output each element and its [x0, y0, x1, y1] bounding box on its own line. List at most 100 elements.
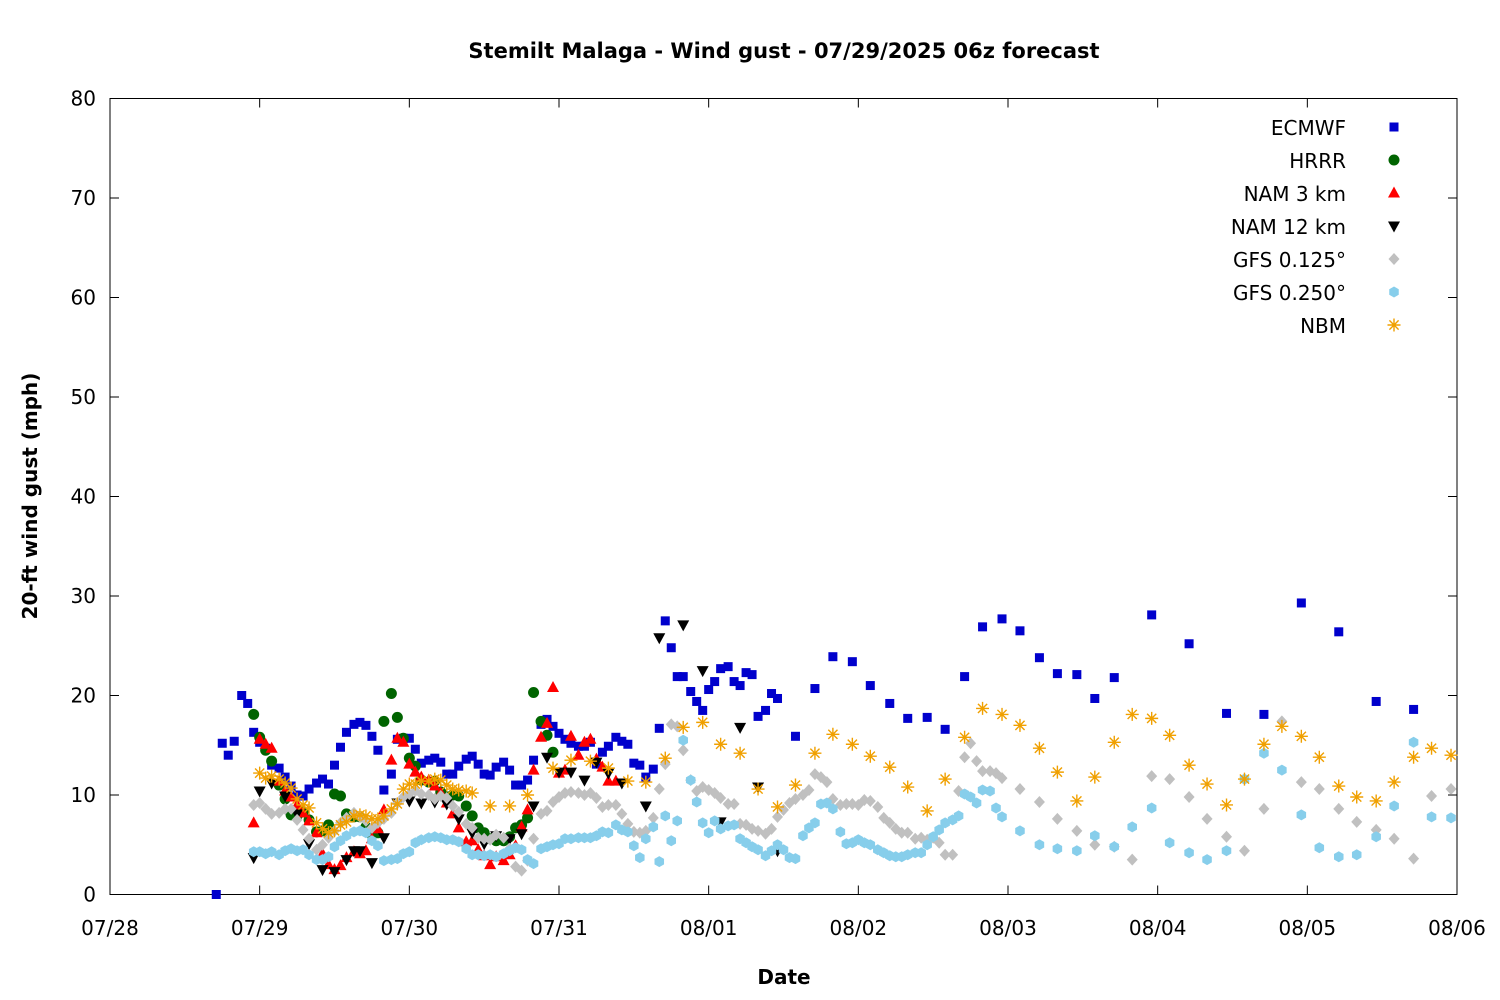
data-point — [1127, 821, 1137, 833]
data-point — [1408, 852, 1420, 865]
data-point — [741, 668, 751, 678]
data-point — [249, 727, 259, 737]
data-point — [590, 791, 602, 804]
data-point — [316, 822, 330, 836]
data-point — [211, 890, 221, 899]
data-point — [863, 749, 877, 763]
data-point — [323, 851, 334, 863]
data-point — [361, 827, 371, 839]
data-point — [522, 812, 534, 824]
data-point — [1334, 627, 1344, 637]
data-point — [333, 818, 347, 832]
data-point — [672, 815, 682, 827]
data-point — [938, 772, 952, 786]
data-point — [237, 691, 247, 700]
data-point — [452, 783, 466, 797]
data-point — [978, 622, 988, 632]
data-point — [564, 729, 577, 741]
data-point — [751, 782, 765, 796]
data-point — [515, 820, 528, 832]
series-ecmwf — [211, 598, 1419, 899]
data-point — [339, 815, 353, 829]
data-point — [253, 732, 266, 744]
data-point — [1202, 854, 1212, 866]
data-point — [390, 797, 404, 811]
data-point — [573, 741, 583, 751]
data-point — [698, 705, 708, 715]
data-point — [217, 738, 227, 748]
data-point — [430, 753, 440, 763]
data-point — [272, 772, 286, 786]
data-point — [1371, 696, 1381, 706]
data-point — [340, 855, 353, 867]
data-point — [578, 735, 591, 747]
data-point — [564, 753, 578, 767]
data-point — [367, 731, 377, 741]
y-tick-label: 10 — [71, 783, 96, 807]
data-point — [1164, 837, 1175, 849]
y-tick-label: 30 — [71, 584, 96, 608]
data-point — [1351, 849, 1362, 861]
data-point — [885, 698, 895, 708]
data-point — [1259, 709, 1269, 719]
data-point — [298, 791, 308, 801]
data-point — [714, 737, 728, 751]
x-tick-label: 07/28 — [81, 916, 139, 940]
data-point — [1013, 718, 1027, 732]
data-point — [414, 774, 428, 788]
data-point — [243, 698, 253, 708]
data-point — [541, 752, 554, 764]
data-point — [639, 801, 652, 813]
data-point — [710, 677, 720, 687]
data-point — [415, 798, 428, 810]
data-point — [629, 758, 639, 768]
data-point — [654, 856, 665, 868]
data-point — [465, 786, 479, 800]
data-point — [479, 769, 489, 779]
data-point — [629, 840, 639, 852]
data-point — [284, 781, 298, 795]
data-point — [666, 643, 676, 653]
data-point — [654, 723, 664, 733]
data-point — [947, 848, 959, 861]
data-point — [590, 757, 603, 769]
data-point — [285, 802, 297, 815]
data-point — [528, 858, 539, 870]
data-point — [865, 839, 876, 851]
legend-marker — [1388, 253, 1400, 265]
data-point — [1350, 790, 1364, 804]
data-point — [452, 814, 465, 826]
data-point — [1182, 758, 1196, 772]
data-point — [971, 755, 983, 768]
data-point — [365, 858, 378, 870]
data-point — [808, 746, 822, 760]
data-point — [995, 707, 1009, 721]
data-point — [658, 751, 672, 765]
data-point — [453, 805, 465, 818]
x-tick-label: 08/04 — [1129, 916, 1187, 940]
data-point — [373, 840, 383, 852]
data-point — [810, 817, 820, 829]
data-point — [442, 769, 452, 779]
data-point — [883, 760, 897, 774]
x-axis: 07/28 07/29 07/30 07/31 08/01 08/02 08/03 08/04… — [81, 98, 1486, 940]
data-point — [403, 757, 416, 769]
data-point — [623, 739, 633, 749]
data-point — [377, 833, 390, 845]
data-point — [528, 687, 540, 699]
legend-marker — [1389, 122, 1399, 132]
legend-marker — [1389, 286, 1399, 298]
data-point — [1090, 693, 1100, 703]
data-point — [616, 807, 628, 820]
data-point — [291, 813, 303, 826]
data-point — [920, 804, 934, 818]
data-point — [778, 844, 789, 856]
data-point — [696, 666, 709, 678]
data-point — [653, 783, 665, 796]
data-point — [349, 719, 359, 729]
data-point — [1014, 783, 1026, 796]
legend-label: GFS 0.125° — [1233, 248, 1346, 272]
data-point — [977, 765, 989, 778]
data-point — [483, 799, 497, 813]
data-point — [378, 715, 390, 727]
